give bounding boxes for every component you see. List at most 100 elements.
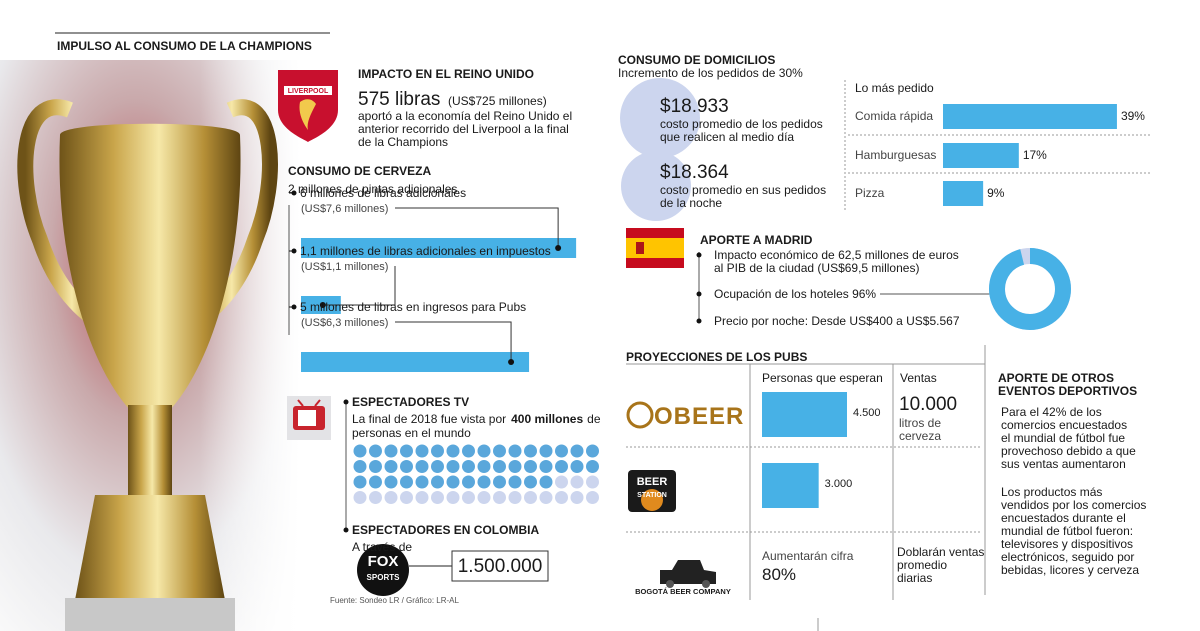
bullet — [343, 527, 349, 533]
text: de la Champions — [358, 135, 448, 149]
section-title: APORTE A MADRID — [700, 233, 813, 247]
viewer-dot — [477, 460, 491, 473]
viewers-box — [451, 550, 549, 582]
viewer-dot — [555, 491, 568, 504]
bullet — [696, 291, 702, 297]
text: $18.364 — [660, 162, 729, 183]
viewer-dot — [446, 444, 460, 458]
text: Aumentarán cifra — [762, 549, 854, 563]
beer-station-logo: BEER STATION — [628, 470, 676, 512]
text: 4.500 — [853, 407, 881, 419]
crest-text: LIVERPOOL — [288, 88, 329, 95]
source: Fuente: Sondeo LR / Gráfico: LR-AL — [330, 596, 460, 605]
spain-flag — [626, 228, 684, 268]
viewer-dot — [508, 444, 522, 458]
donut-segment — [989, 248, 1071, 330]
viewer-dot — [477, 491, 491, 504]
text: 9% — [987, 186, 1005, 200]
text: de la noche — [660, 196, 722, 210]
text: costo promedio en sus pedidos — [660, 183, 826, 197]
text: aportó a la economía del Reino Unido el — [358, 109, 572, 123]
text: 1.500.000 — [458, 556, 543, 577]
viewer-dot — [508, 491, 522, 504]
text: $18.933 — [660, 96, 729, 117]
bogota-beer-logo: BOGOTÁ BEER COMPANY — [635, 560, 731, 596]
viewer-dot — [555, 460, 568, 473]
text: electrónicos, seguido por — [1001, 550, 1134, 564]
tv-text: La final de 2018 fue vista por 400 millon… — [352, 412, 601, 426]
viewer-dot — [431, 460, 444, 473]
viewer-dot — [400, 475, 413, 489]
section-title: CONSUMO DE CERVEZA — [288, 164, 431, 178]
viewer-dot — [400, 444, 413, 458]
logo-text: STATION — [637, 492, 667, 499]
viewer-dot — [415, 444, 429, 458]
text: (US$7,6 millones) — [301, 203, 388, 215]
viewer-dot — [369, 444, 382, 458]
logo-text: BEER — [637, 476, 668, 488]
viewer-dot — [524, 475, 537, 489]
viewer-dot — [353, 444, 367, 458]
bar — [943, 143, 1019, 168]
viewer-dot — [384, 475, 398, 489]
viewer-dot — [586, 460, 599, 473]
text: costo promedio de los pedidos — [660, 117, 823, 131]
viewer-dot — [586, 475, 599, 489]
text: televisores y dispositivos — [1001, 537, 1133, 551]
section-title: IMPACTO EN EL REINO UNIDO — [358, 67, 534, 81]
viewer-dot — [555, 444, 568, 458]
section-title: EVENTOS DEPORTIVOS — [998, 384, 1137, 398]
bar — [762, 463, 819, 508]
text: de — [587, 412, 601, 426]
viewer-dot — [431, 444, 444, 458]
text: Pizza — [855, 186, 885, 200]
text: personas en el mundo — [352, 426, 471, 440]
viewer-dot — [462, 475, 475, 489]
viewer-dot — [508, 475, 522, 489]
bar — [943, 181, 984, 206]
viewer-dot — [446, 475, 460, 489]
section-title: PROYECCIONES DE LOS PUBS — [626, 350, 807, 364]
text: Doblarán ventas — [897, 545, 984, 559]
fox-logo: FOX SPORTS — [357, 544, 409, 596]
viewer-dot — [570, 475, 584, 489]
viewer-dot — [415, 491, 429, 504]
text: 5 millones de libras en ingresos para Pu… — [300, 300, 526, 314]
text: Ocupación de los hoteles 96% — [714, 287, 876, 301]
viewer-dot — [570, 460, 584, 473]
text: cerveza — [899, 429, 941, 443]
page-title: IMPULSO AL CONSUMO DE LA CHAMPIONS — [57, 39, 312, 53]
text: sus ventas aumentaron — [1001, 457, 1126, 471]
bar — [301, 352, 530, 372]
trophy-image — [0, 60, 300, 631]
viewer-dot — [369, 491, 382, 504]
text: vendidos por los comercios — [1001, 498, 1146, 512]
text: 39% — [1121, 109, 1145, 123]
viewer-dot — [384, 444, 398, 458]
bar — [943, 104, 1117, 129]
text: bebidas, licores y cerveza — [1001, 563, 1139, 577]
bar-dot — [319, 302, 326, 308]
logo-text: OBEER — [654, 403, 744, 430]
text: 10.000 — [899, 394, 957, 415]
bar — [762, 392, 847, 437]
text: La final de 2018 fue vista por — [352, 412, 506, 426]
deco-circle — [620, 78, 700, 158]
text: (US$725 millones) — [448, 94, 547, 108]
leader-line — [395, 321, 512, 362]
viewer-dot — [570, 491, 584, 504]
viewer-dot — [524, 460, 537, 473]
text: encuestados durante el — [1001, 511, 1126, 525]
viewer-dot — [539, 491, 553, 504]
logo-text: FOX — [368, 553, 399, 570]
viewer-dot — [369, 475, 382, 489]
text: comercios encuestados — [1001, 418, 1127, 432]
viewer-dot — [446, 491, 460, 504]
text: Los productos más — [1001, 485, 1102, 499]
text: diarias — [897, 571, 932, 585]
viewer-dot — [477, 444, 491, 458]
table-lines — [288, 80, 1150, 631]
text: provechoso debido a que — [1001, 444, 1136, 458]
